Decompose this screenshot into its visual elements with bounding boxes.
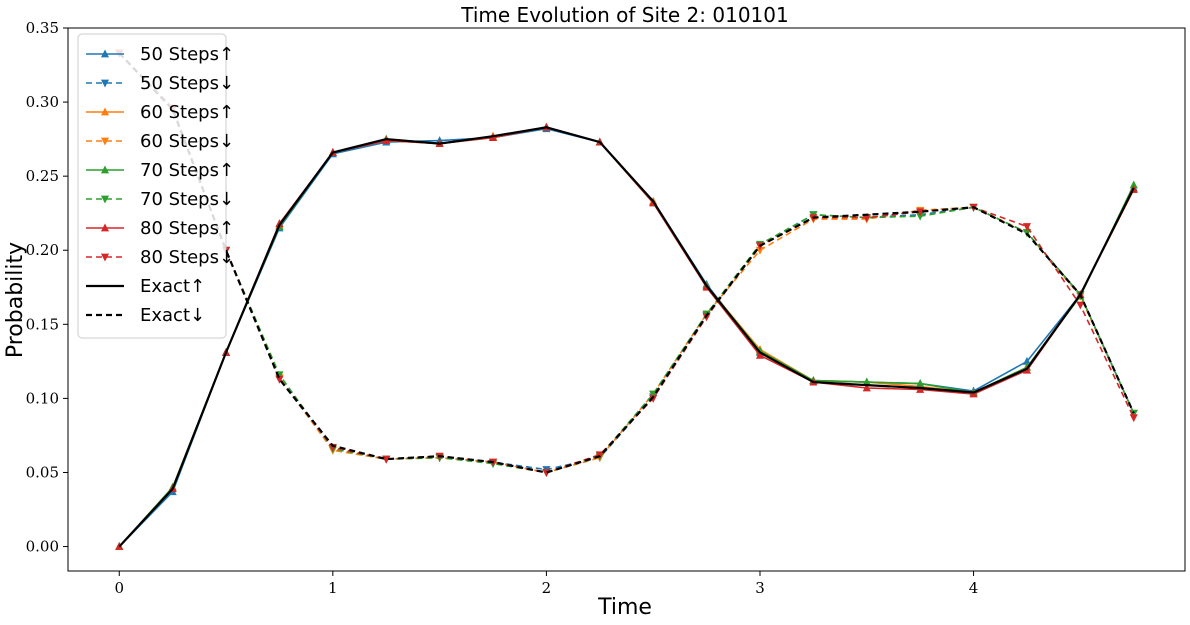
legend-marker [100,79,110,88]
data-point [275,219,284,227]
series-1 [115,49,1138,475]
data-point [1129,414,1138,423]
legend-label: 50 Steps↓ [140,73,234,94]
legend-item: 70 Steps↓ [86,189,234,210]
legend-item: Exact↓ [86,305,205,326]
series-4 [115,122,1138,550]
data-point [702,313,711,322]
legend-label: 60 Steps↓ [140,131,234,152]
series-line [118,126,1135,548]
legend-item: 80 Steps↓ [86,247,234,268]
y-tick-label: 0.25 [26,167,59,185]
series-3 [115,49,1138,477]
legend-label: 80 Steps↓ [140,247,234,268]
legend-item: 70 Steps↑ [86,160,234,181]
series-line [118,52,1135,474]
data-point [862,377,871,386]
legend-label: 60 Steps↑ [140,102,234,123]
data-point [275,375,284,384]
y-axis: 0.00 0.05 0.10 0.15 0.20 0.25 0.30 0.35 [26,19,68,556]
data-point [595,451,604,460]
legend-marker [100,195,110,204]
x-axis-title: Time [597,595,652,620]
legend-item: 80 Steps↑ [86,218,234,239]
data-point [862,214,871,223]
data-point [1076,301,1085,310]
legend-label: 50 Steps↑ [140,44,234,65]
legend-label: Exact↑ [140,276,205,297]
series-line [118,52,1135,471]
legend-marker [100,107,110,116]
x-axis: 0 1 2 3 4 [114,571,978,597]
plot-area [115,49,1138,550]
data-point [1022,223,1032,232]
data-point [542,469,551,477]
legend-marker [100,137,110,146]
y-tick-label: 0.30 [26,93,59,111]
legend-marker [100,165,110,174]
series-5 [115,49,1138,477]
series-9 [118,52,1135,474]
y-tick-label: 0.35 [26,19,59,37]
x-tick-label: 4 [969,579,979,597]
legend-label: 80 Steps↑ [140,218,234,239]
legend-item: 50 Steps↓ [86,73,234,94]
series-line [118,126,1135,548]
data-point [916,208,925,217]
legend-marker [100,253,110,262]
x-tick-label: 1 [328,579,338,597]
x-tick-label: 2 [542,579,552,597]
y-tick-label: 0.10 [26,389,59,407]
data-point [1129,180,1138,189]
data-point [755,246,765,255]
data-point [755,350,765,359]
legend-label: 70 Steps↑ [140,160,234,181]
series-2 [115,122,1138,550]
data-point [916,379,925,387]
legend-item: 60 Steps↑ [86,102,234,123]
legend: 50 Steps↑ 50 Steps↓ 60 Steps↑ 60 Steps↓ 70 S… [77,33,234,339]
x-tick-label: 0 [114,579,124,597]
y-tick-label: 0.05 [26,463,59,481]
series-line [118,52,1135,474]
y-tick-label: 0.15 [26,315,59,333]
legend-item: 50 Steps↑ [86,44,234,65]
y-tick-label: 0.20 [26,241,59,259]
y-tick-label: 0.00 [26,538,59,556]
series-8 [118,126,1135,548]
series-6 [115,122,1138,550]
x-tick-label: 3 [755,579,765,597]
y-axis-title: Probability [3,242,28,358]
data-point [862,383,871,392]
series-7 [115,49,1138,477]
data-point [649,395,658,403]
legend-item: 60 Steps↓ [86,131,234,152]
legend-item: Exact↑ [86,276,205,297]
legend-marker [100,223,110,232]
series-line [118,52,1135,474]
legend-marker [100,49,110,58]
data-point [1022,356,1032,365]
legend-label: Exact↓ [140,305,205,326]
legend-label: 70 Steps↓ [140,189,234,210]
plot-frame [67,27,1186,572]
series-line [118,126,1135,548]
series-line [118,127,1135,548]
series-line [118,126,1135,548]
legend-box [77,33,227,339]
series-0 [115,124,1138,550]
data-point [916,212,925,221]
chart-title: Time Evolution of Site 2: 010101 [460,3,788,27]
series-line [118,52,1135,474]
